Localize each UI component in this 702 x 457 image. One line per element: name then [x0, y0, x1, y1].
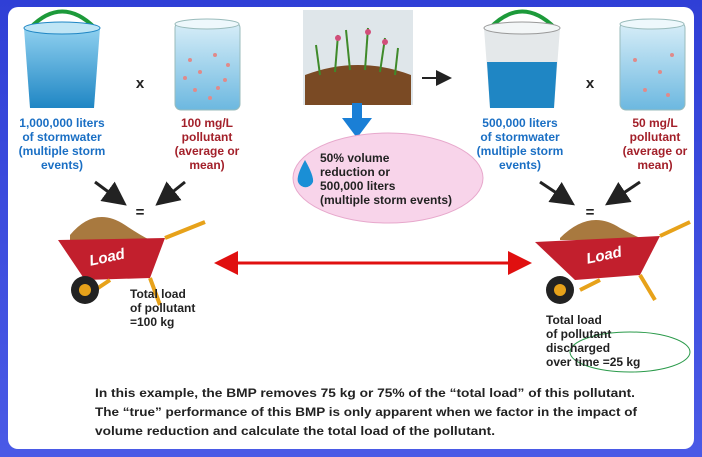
text: 50% volume — [320, 151, 390, 165]
text: The “true” performance of this BMP is on… — [95, 405, 638, 419]
panel — [8, 7, 694, 449]
highlight — [569, 331, 691, 373]
text: events) — [41, 158, 83, 172]
text: mean) — [189, 158, 224, 172]
text: (multiple storm — [477, 144, 564, 158]
operator: = — [586, 204, 595, 221]
text: =100 kg — [130, 315, 174, 329]
text: (average or — [623, 144, 688, 158]
right-volume: 500,000 liters of stormwater (multiple s… — [477, 116, 564, 172]
text: over time =25 kg — [546, 355, 640, 369]
text: Total load — [546, 313, 602, 327]
text: mean) — [637, 158, 672, 172]
wheelbarrow: Load — [535, 220, 691, 304]
beaker — [619, 18, 686, 111]
arrow — [94, 180, 127, 206]
text: Total load — [130, 287, 186, 301]
arrow — [155, 180, 186, 206]
text: (average or — [175, 144, 240, 158]
text: In this example, the BMP removes 75 kg o… — [95, 386, 635, 400]
right-result: Total load of pollutant discharged over … — [546, 313, 640, 369]
bucket — [23, 9, 101, 108]
text: 100 mg/L — [181, 116, 233, 130]
arrow — [605, 180, 641, 206]
beaker — [174, 18, 241, 111]
text: pollutant — [182, 130, 233, 144]
right-concentration: 50 mg/L pollutant (average or mean) — [623, 116, 688, 172]
text: volume reduction and calculate the total… — [95, 424, 495, 438]
left-result: Total load of pollutant =100 kg — [130, 287, 195, 329]
text: of pollutant — [130, 301, 195, 315]
operator: = — [136, 204, 145, 221]
down-arrow — [342, 103, 372, 138]
text: pollutant — [630, 130, 681, 144]
bmp-image — [303, 10, 413, 105]
text: 500,000 liters — [482, 116, 558, 130]
bucket — [483, 9, 561, 108]
highlight — [292, 132, 484, 224]
text: discharged — [546, 341, 610, 355]
text: events) — [499, 158, 541, 172]
wheelbarrow: Load — [58, 217, 206, 306]
left-concentration: 100 mg/L pollutant (average or mean) — [175, 116, 240, 172]
text: of stormwater — [22, 130, 102, 144]
left-volume: 1,000,000 liters of stormwater (multiple… — [19, 116, 106, 172]
text: 1,000,000 liters — [19, 116, 105, 130]
text: reduction or — [320, 165, 390, 179]
text: 500,000 liters — [320, 179, 396, 193]
arrow — [539, 180, 575, 206]
drop — [297, 160, 314, 188]
text: of pollutant — [546, 327, 611, 341]
text: (multiple storm events) — [320, 193, 452, 207]
text: (multiple storm — [19, 144, 106, 158]
operator: x — [586, 75, 595, 92]
footer: In this example, the BMP removes 75 kg o… — [95, 386, 638, 438]
text: 50 mg/L — [632, 116, 677, 130]
text: of stormwater — [480, 130, 560, 144]
operator: x — [136, 75, 145, 92]
